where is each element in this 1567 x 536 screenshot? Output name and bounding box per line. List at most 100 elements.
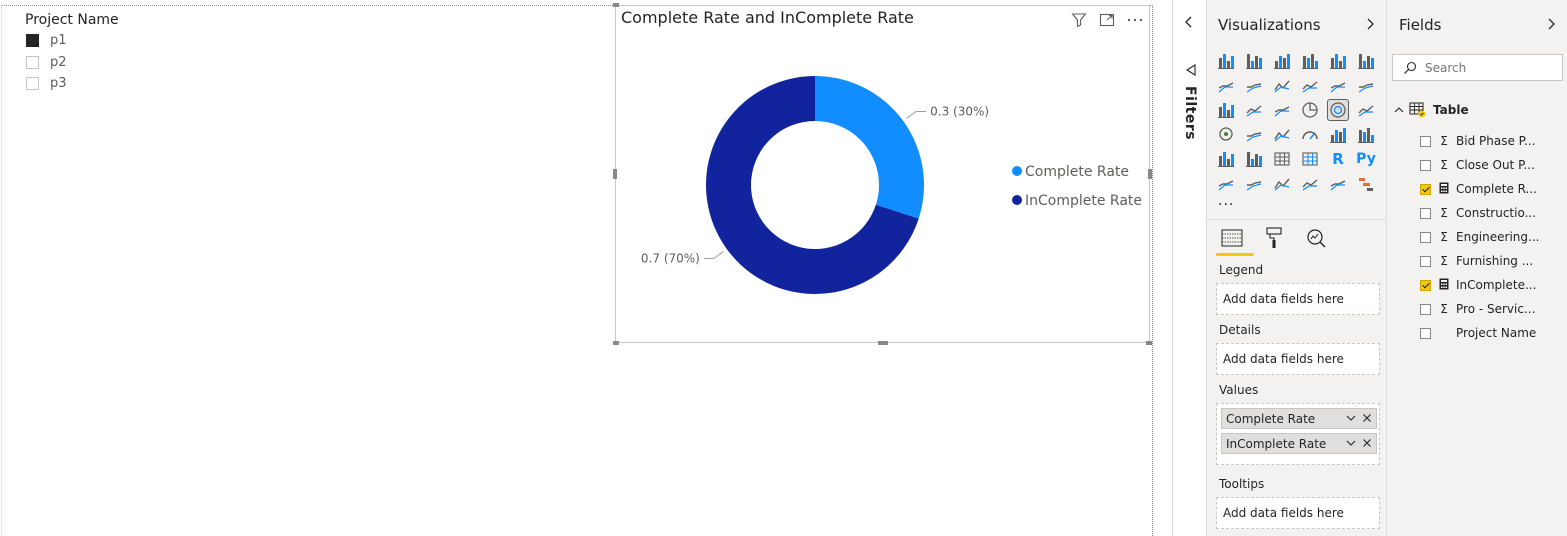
details-well[interactable]: Add data fields here [1216,343,1380,375]
clustered-column-icon[interactable] [1300,51,1320,71]
funnel-icon[interactable] [1244,100,1264,120]
multi-row-card-icon[interactable] [1356,125,1376,145]
slicer-item-p1[interactable]: p1 [25,30,225,52]
donut-slice-0[interactable] [815,76,924,219]
field-checkbox[interactable] [1420,327,1431,339]
field-checkbox[interactable] [1420,159,1431,171]
matrix-icon[interactable] [1300,149,1320,169]
area-chart-icon[interactable] [1244,76,1264,96]
line-chart-icon[interactable] [1216,76,1236,96]
chevron-right-icon[interactable] [1545,16,1557,35]
collapse-filters-icon[interactable] [1183,14,1195,33]
slicer-checkbox[interactable] [26,34,39,48]
field-checkbox[interactable] [1420,207,1431,219]
qa-icon[interactable] [1272,174,1292,194]
clustered-bar-icon[interactable] [1272,51,1292,71]
field-checkbox[interactable] [1420,255,1431,267]
line-stacked-column-icon[interactable] [1328,76,1348,96]
filter-icon[interactable] [1070,11,1088,29]
filters-label[interactable]: Filters [1182,86,1198,141]
stacked-column-icon[interactable] [1244,51,1264,71]
donut-chart-icon[interactable] [1327,99,1349,121]
legend-item-label[interactable]: InComplete Rate [1025,193,1142,209]
slicer-checkbox[interactable] [26,55,39,69]
chevron-down-icon[interactable] [1345,437,1357,449]
field-item[interactable]: Σ Constructio... [1420,204,1536,222]
remove-field-icon[interactable] [1361,437,1373,449]
map-icon[interactable] [1216,125,1236,145]
field-checkbox[interactable] [1420,231,1431,243]
power-apps-icon[interactable] [1328,174,1348,194]
format-tab-icon[interactable] [1262,226,1286,250]
more-options-icon[interactable] [1126,11,1144,29]
smart-narrative-icon[interactable] [1300,174,1320,194]
table-icon[interactable] [1272,149,1292,169]
resize-handle[interactable] [878,341,888,345]
more-visuals-button[interactable]: ... [1218,193,1235,209]
decomposition-tree-icon[interactable] [1244,174,1264,194]
sigma-icon: Σ [1440,302,1448,316]
100-stacked-column-icon[interactable] [1356,51,1376,71]
resize-handle[interactable] [1148,169,1152,179]
fields-search-box[interactable] [1392,54,1563,81]
donut-chart-visual[interactable]: Complete Rate and InComplete Rate 0.3 (3… [613,3,1152,345]
field-item[interactable]: Complete R... [1420,180,1537,198]
pie-chart-icon[interactable] [1300,100,1320,120]
filters-pane[interactable]: Filters [1172,0,1207,536]
field-checkbox[interactable] [1420,135,1431,147]
gauge-icon[interactable] [1300,125,1320,145]
field-item[interactable]: Σ Engineering... [1420,228,1539,246]
value-field-pill[interactable]: InComplete Rate [1221,433,1377,454]
remove-field-icon[interactable] [1361,412,1373,424]
visual-type-gallery: R Py [1216,51,1386,198]
legend-well[interactable]: Add data fields here [1216,283,1380,315]
resize-handle[interactable] [613,341,619,345]
line-clustered-column-icon[interactable] [1300,76,1320,96]
field-item[interactable]: Σ Pro - Servic... [1420,300,1535,318]
project-name-slicer[interactable]: Project Name p1 p2 p3 [25,10,225,95]
slicer-item-p3[interactable]: p3 [25,73,225,95]
ribbon-chart-icon[interactable] [1356,76,1376,96]
kpi-icon[interactable] [1216,149,1236,169]
focus-mode-icon[interactable] [1098,11,1116,29]
analytics-tab-icon[interactable] [1304,226,1328,250]
slicer-checkbox[interactable] [26,77,39,91]
stacked-bar-icon[interactable] [1216,51,1236,71]
power-automate-icon[interactable] [1356,174,1376,194]
donut-slice-1[interactable] [705,76,919,294]
field-checkbox[interactable] [1420,279,1431,291]
shape-map-icon[interactable] [1272,125,1292,145]
search-input[interactable] [1423,59,1557,76]
tooltips-well[interactable]: Add data fields here [1216,497,1380,529]
stacked-area-icon[interactable] [1272,76,1292,96]
field-item[interactable]: Σ Close Out P... [1420,156,1535,174]
scatter-icon[interactable] [1272,100,1292,120]
resize-handle[interactable] [613,169,617,179]
field-item[interactable]: Σ Furnishing ... [1420,252,1533,270]
waterfall-icon[interactable] [1216,100,1236,120]
key-influencers-icon[interactable] [1216,174,1236,194]
100-stacked-bar-icon[interactable] [1328,51,1348,71]
fields-tab-icon[interactable] [1216,226,1254,256]
field-checkbox[interactable] [1420,183,1431,195]
field-item[interactable]: InComplete... [1420,276,1536,294]
slicer-icon[interactable] [1244,149,1264,169]
field-item[interactable]: Σ Bid Phase P... [1420,132,1535,150]
field-checkbox[interactable] [1420,303,1431,315]
resize-handle[interactable] [613,3,619,7]
values-well[interactable]: Complete Rate InComplete Rate [1216,403,1380,465]
field-item[interactable]: Project Name [1420,324,1536,342]
resize-handle[interactable] [1146,341,1152,345]
card-icon[interactable] [1328,125,1348,145]
treemap-icon[interactable] [1356,100,1376,120]
collapse-chevron-icon[interactable] [1393,104,1405,116]
r-visual-icon[interactable]: R [1332,150,1344,168]
table-node[interactable]: Table [1393,101,1469,119]
value-field-pill[interactable]: Complete Rate [1221,408,1377,429]
python-visual-icon[interactable]: Py [1356,151,1376,167]
slicer-item-p2[interactable]: p2 [25,52,225,74]
chevron-right-icon[interactable] [1364,16,1376,35]
legend-item-label[interactable]: Complete Rate [1025,164,1129,180]
chevron-down-icon[interactable] [1345,412,1357,424]
filled-map-icon[interactable] [1244,125,1264,145]
